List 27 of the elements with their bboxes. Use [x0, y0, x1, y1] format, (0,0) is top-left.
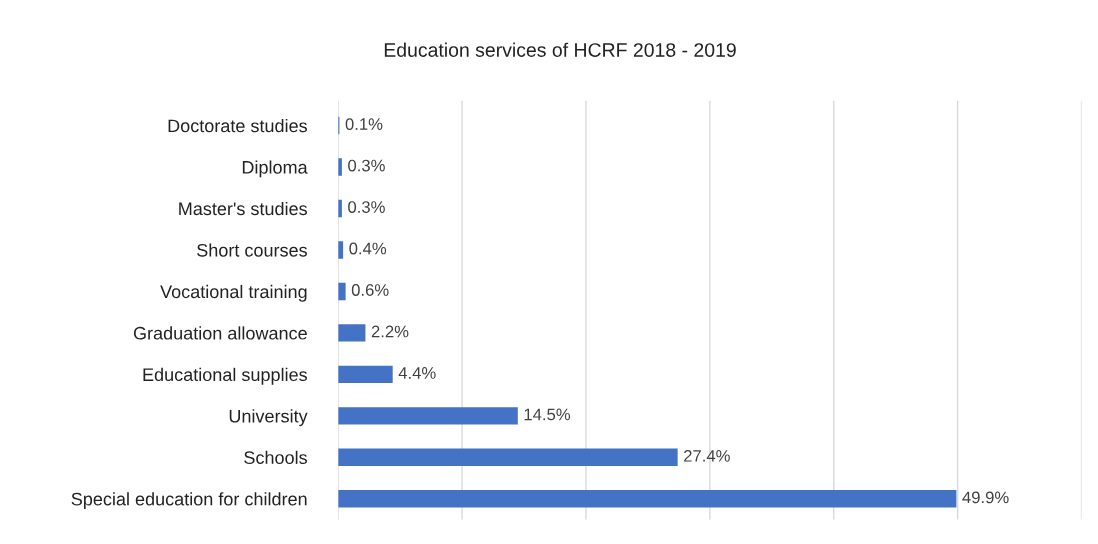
y-tick-label: Schools [244, 450, 307, 465]
bar [338, 324, 366, 342]
y-tick-label: Doctorate studies [168, 118, 307, 133]
data-label: 2.2% [371, 325, 409, 338]
data-label: 4.4% [398, 367, 436, 379]
y-tick-label: Short courses [197, 243, 307, 257]
chart-title: Education services of HCRF 2018 - 2019 [384, 42, 736, 57]
bar [338, 365, 393, 384]
data-label: 49.9% [962, 491, 1009, 504]
y-tick-label: Master's studies [179, 201, 307, 216]
data-label: 27.4% [684, 449, 730, 462]
y-tick-label: Graduation allowance [133, 326, 307, 340]
y-tick-label: Educational supplies [143, 367, 307, 385]
bar [338, 282, 346, 301]
data-label: 14.5% [524, 408, 571, 421]
data-label: 0.3% [348, 201, 385, 213]
bar [338, 407, 518, 425]
bar [338, 448, 678, 467]
data-label: 0.3% [348, 159, 385, 172]
data-label: 0.4% [349, 242, 387, 255]
data-label: 0.1% [345, 118, 383, 130]
data-label: 0.6% [351, 284, 389, 296]
bar [338, 490, 957, 508]
y-tick-label: Vocational training [160, 284, 307, 302]
y-tick-label: Diploma [242, 160, 308, 178]
y-tick-label: University [229, 409, 308, 427]
y-tick-label: Special education for children [71, 492, 307, 510]
